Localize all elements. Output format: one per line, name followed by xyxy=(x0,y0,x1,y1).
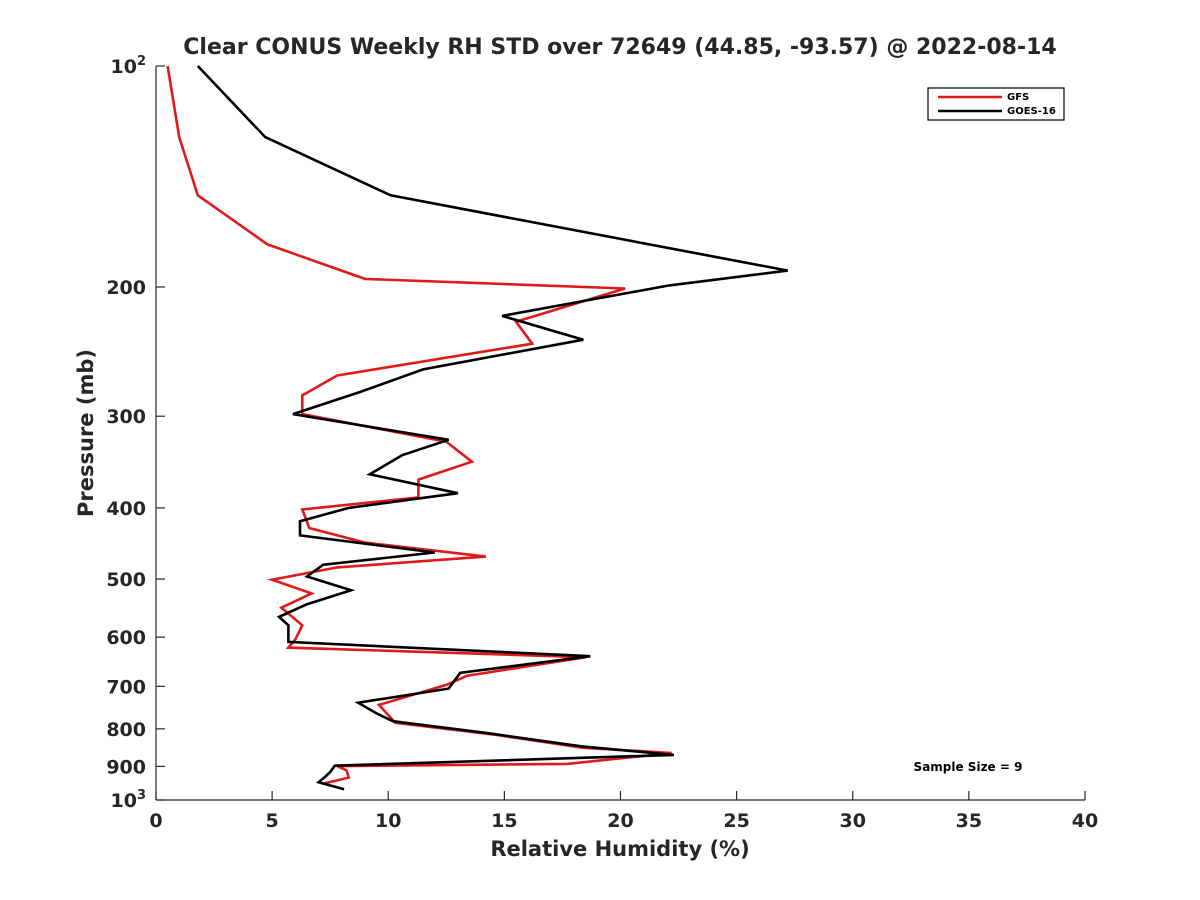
legend: GFS GOES-16 xyxy=(927,87,1065,121)
series-layer xyxy=(166,65,788,791)
y-tick-label: 600 xyxy=(106,627,146,649)
y-tick-label: 200 xyxy=(106,277,146,299)
chart-title: Clear CONUS Weekly RH STD over 72649 (44… xyxy=(183,35,1056,60)
y-tick-label: 102 xyxy=(111,54,147,78)
y-tick-label: 900 xyxy=(106,756,146,778)
x-axis-ticks: 0 5 10 15 20 25 30 35 40 xyxy=(149,791,1098,832)
y-tick-label: 400 xyxy=(106,498,146,520)
x-tick-label: 20 xyxy=(607,810,633,832)
legend-box xyxy=(927,87,1065,121)
y-tick-label: 500 xyxy=(106,569,146,591)
x-tick-label: 5 xyxy=(266,810,279,832)
legend-label-gfs: GFS xyxy=(1007,92,1029,103)
y-tick-label: 800 xyxy=(106,719,146,741)
x-tick-label: 10 xyxy=(375,810,401,832)
y-axis-label: Pressure (mb) xyxy=(74,349,98,517)
sample-size-annotation: Sample Size = 9 xyxy=(914,760,1023,774)
x-tick-label: 0 xyxy=(149,810,162,832)
x-tick-label: 30 xyxy=(840,810,866,832)
y-axis-ticks: 102 200 300 400 500 600 700 800 900 103 xyxy=(106,54,165,812)
x-tick-label: 15 xyxy=(491,810,517,832)
series-line-gfs xyxy=(166,65,672,785)
x-tick-label: 25 xyxy=(723,810,749,832)
y-tick-label: 300 xyxy=(106,406,146,428)
plot-area xyxy=(155,66,1085,801)
x-tick-label: 40 xyxy=(1072,810,1098,832)
y-tick-label: 700 xyxy=(106,676,146,698)
legend-label-goes16: GOES-16 xyxy=(1007,106,1056,117)
x-tick-label: 35 xyxy=(956,810,982,832)
x-axis-label: Relative Humidity (%) xyxy=(490,837,749,861)
series-line-goes16 xyxy=(196,65,788,791)
y-tick-label: 103 xyxy=(111,788,147,812)
